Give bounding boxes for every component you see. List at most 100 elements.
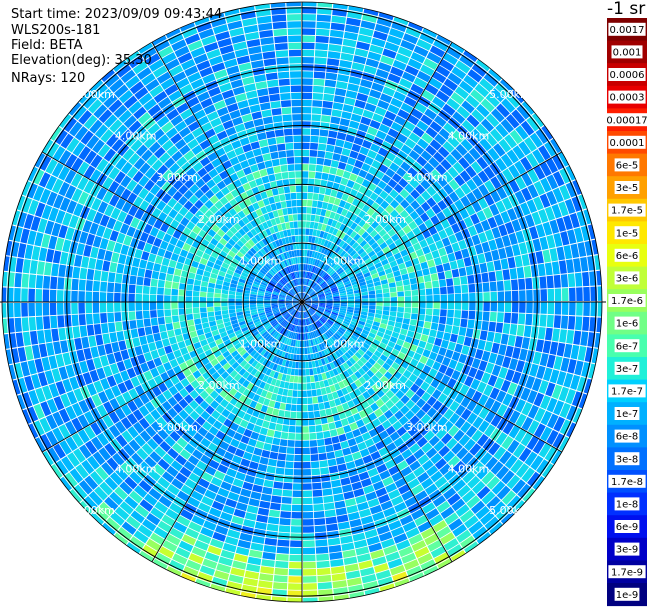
range-gate [410,404,421,415]
range-gate [311,389,317,397]
range-gate [313,251,318,259]
range-gate [10,241,20,257]
range-gate [421,402,432,413]
range-gate [453,317,461,327]
range-gate [562,215,573,231]
range-gate [321,108,332,116]
range-gate [329,399,336,408]
range-gate [361,204,371,213]
range-gate [277,453,287,461]
range-gate [279,380,286,388]
range-gate [352,354,360,362]
range-gate [318,305,326,309]
range-gate [324,323,331,329]
range-gate [302,171,309,178]
range-gate [228,238,236,247]
range-gate [299,304,302,312]
range-gate [309,324,314,332]
range-gate [455,404,466,417]
range-gate [352,198,360,207]
range-gate [317,260,323,268]
range-gate [405,454,417,466]
range-gate [83,347,93,360]
range-gate [78,399,90,414]
range-gate [228,265,236,272]
range-gate [420,150,432,162]
range-gate [319,261,325,269]
range-gate [45,414,58,430]
range-gate [268,509,281,518]
range-gate [416,38,432,51]
range-gate [326,65,339,74]
range-gate [476,210,487,222]
range-gate [320,209,327,217]
range-gate [420,212,430,223]
range-gate [485,456,498,471]
range-gate [491,480,506,495]
range-gate [306,383,312,390]
range-gate [264,300,271,302]
range-gate [114,506,130,521]
range-gate [222,281,231,287]
ray [304,303,564,466]
range-gate [236,356,245,365]
range-gate [186,278,195,285]
range-gate [331,109,342,118]
range-gate [271,303,278,306]
range-gate [337,269,345,275]
range-gate [231,235,240,243]
range-gate [309,150,318,157]
range-gate [268,174,276,182]
range-gate [391,265,400,273]
range-gate [291,346,295,354]
range-gate [422,502,436,514]
range-gate [342,170,351,179]
range-gate [27,360,37,375]
range-gate [329,29,344,38]
range-gate [408,324,416,332]
range-gate [334,88,347,97]
range-gate [343,202,352,211]
range-gate [304,303,310,309]
range-gate [314,236,319,244]
range-gate [275,560,289,569]
range-gate [115,197,126,210]
range-gate [416,276,425,284]
range-gate [419,32,435,45]
range-gate [215,447,227,457]
range-gate [123,214,134,226]
range-gate [247,157,257,166]
range-gate [283,482,293,490]
range-gate [362,353,371,361]
range-gate [295,304,300,309]
range-gate [321,283,328,289]
range-gate [57,315,65,328]
range-gate [325,295,333,299]
range-gate [198,244,207,252]
range-gate [327,319,334,325]
range-gate [360,116,372,126]
range-gate [217,323,225,330]
range-gate [514,428,527,443]
range-gate [235,298,242,302]
range-gate [66,390,78,405]
range-gate [211,576,228,588]
range-gate [311,304,318,308]
range-gate [347,438,357,447]
range-gate [268,384,275,393]
range-gate [373,75,387,86]
ray [19,180,300,301]
range-gate [319,230,325,238]
range-gate [305,311,308,318]
range-gate [210,400,220,410]
range-gate [180,509,194,521]
range-gate [505,369,515,382]
range-gate [235,302,242,306]
range-gate [376,237,385,246]
range-gate [271,330,278,338]
range-gate [282,312,289,317]
range-gate [306,264,310,272]
range-gate [277,539,290,547]
range-gate [323,239,329,247]
range-gate [311,360,316,368]
